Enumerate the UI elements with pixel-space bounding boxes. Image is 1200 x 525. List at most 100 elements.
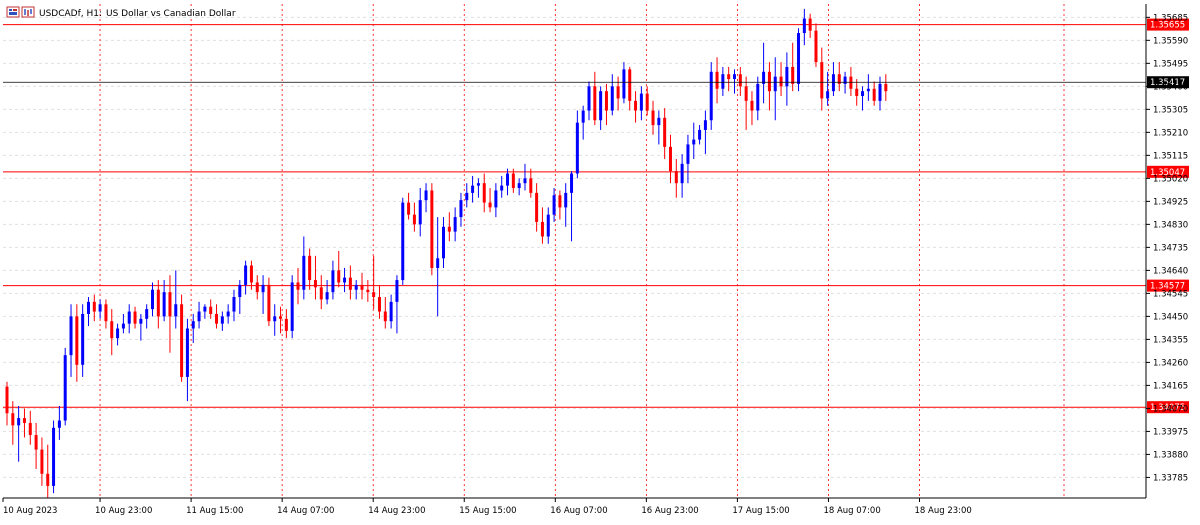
candle [110,309,114,356]
candle [284,309,288,339]
candle-body [145,309,149,319]
candle-body [709,71,713,121]
candle-body [110,321,114,339]
candle [500,175,504,198]
candle-body [226,311,230,317]
candle [820,47,824,111]
candle-body [546,214,550,237]
candle [337,251,341,288]
candle-body [634,100,638,111]
candle-body [453,217,457,232]
candle-body [52,427,56,486]
bid-price-label: 1.35417 [1150,78,1185,88]
candle [290,275,294,339]
candle [639,86,643,121]
candle-body [581,110,585,123]
price-tick-label: 1.33975 [1153,427,1188,437]
candle-body [762,71,766,84]
candle-body [127,311,131,324]
candle [302,236,306,300]
candle-body [430,190,434,268]
candle-body [366,289,370,293]
candle-body [249,265,253,283]
candle-body [40,449,44,474]
candle-body [81,313,85,365]
candle [645,86,649,116]
candle-body [872,88,876,101]
price-tick-label: 1.34830 [1153,220,1188,230]
candle-body [465,192,469,201]
candle-body [185,328,189,377]
candle [808,13,812,38]
candle-body [767,71,771,92]
candle [180,294,184,382]
candle [767,62,771,111]
candle-body [267,284,271,322]
candle [261,275,265,314]
price-tick-label: 1.34355 [1153,335,1188,345]
candle-body [540,221,544,237]
candle [546,207,550,244]
candle-body [837,74,841,84]
candle-body [698,129,702,140]
candle-body [5,386,9,414]
candles [5,8,888,498]
candle-body [773,76,777,92]
candle-body [238,284,242,298]
candle-body [447,226,451,232]
session-separators [99,4,1065,498]
candle-body [28,422,32,436]
candle [232,289,236,322]
candle-body [756,83,760,111]
candle [151,282,154,317]
candle-body [878,83,882,101]
candle-body [494,190,498,208]
candle-body [139,318,143,324]
candle [185,318,189,402]
grid-lines [3,16,1146,478]
level-price-label: 1.35047 [1150,168,1185,178]
candle-body [884,83,888,92]
candle-body [11,413,15,426]
candle-body [86,301,90,314]
candle-body [802,18,806,34]
candle [372,255,376,310]
candle [5,381,9,426]
price-tick-label: 1.34925 [1153,197,1188,207]
candle [843,71,847,94]
price-tick-label: 1.34735 [1153,243,1188,253]
candle-body [674,171,678,184]
candle [837,62,841,92]
candle [273,304,277,336]
chart-header: USDCADf, H1: US Dollar vs Canadian Dolla… [6,6,236,19]
candle [465,183,469,208]
candle-body [290,282,294,331]
candle [791,42,795,92]
candle [866,74,870,101]
candle [476,178,480,198]
candle [861,86,865,111]
time-tick-label: 10 Aug 23:00 [95,506,152,516]
price-tick-label: 1.35210 [1153,128,1188,138]
candle [395,275,399,334]
candle [203,304,207,319]
candle [523,163,527,191]
price-tick-label: 1.34450 [1153,312,1188,322]
time-tick-label: 16 Aug 07:00 [550,506,607,516]
candle-body [791,66,795,84]
candle [482,173,486,213]
candle [488,188,492,213]
candle [69,304,73,377]
candle [22,408,26,438]
candle-body [389,301,393,322]
candle-body [412,214,416,225]
price-axis: 1.35685 1.35590 1.35495 1.35400 1.35305 1.352… [1145,4,1188,498]
candle [215,304,219,329]
candle [814,23,818,67]
candle-body [686,144,690,164]
candle-body [348,277,352,290]
candle-body [436,258,440,268]
candle-body [57,420,61,428]
time-tick-label: 11 Aug 15:00 [186,506,243,516]
candle [145,304,149,329]
